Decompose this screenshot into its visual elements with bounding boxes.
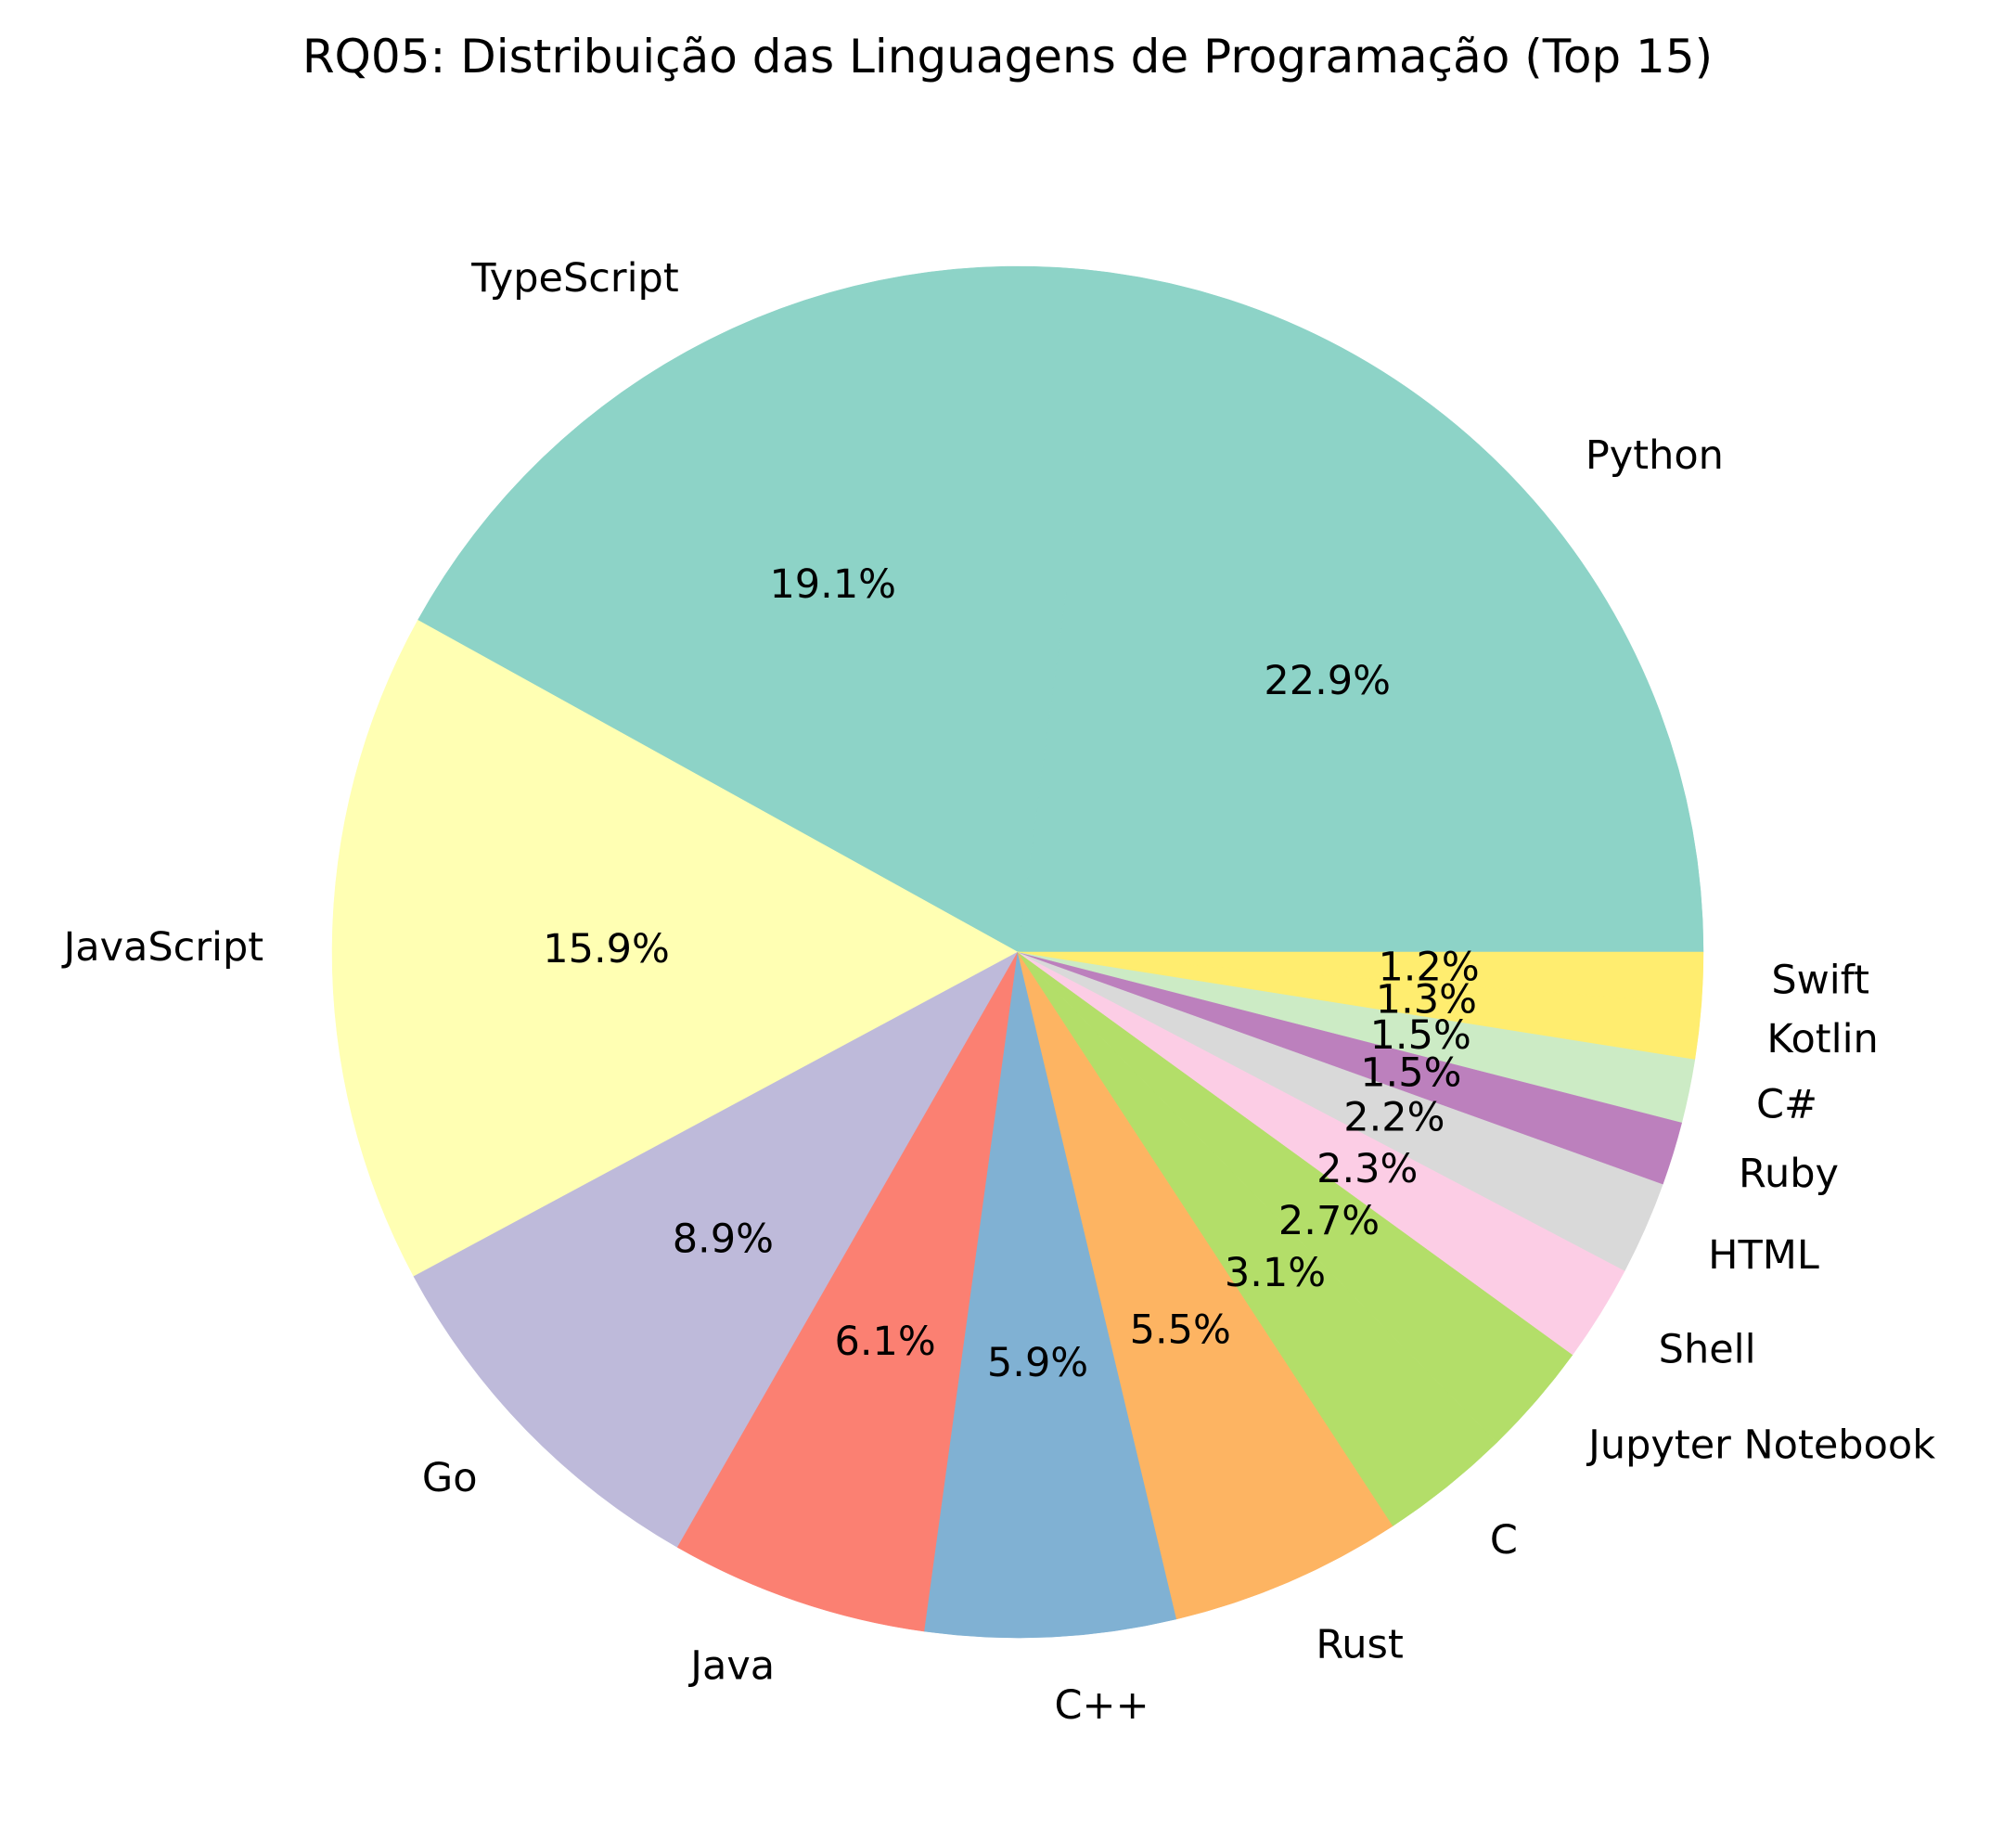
pie-slice-cplusplus — [924, 951, 1177, 1639]
slice-percent-swift: 1.2% — [1378, 945, 1479, 991]
labels-layer: Python TypeScript JavaScript Go Java C++ Rust C… — [61, 255, 1936, 1729]
slice-percent-python: 22.9% — [1264, 658, 1391, 704]
pie-slice-typescript — [417, 265, 1110, 953]
slice-percent-javascript: 15.9% — [543, 926, 670, 972]
slice-label-typescript: TypeScript — [470, 255, 678, 302]
slice-percent-rust: 5.5% — [1130, 1307, 1231, 1353]
slice-label-shell: Shell — [1659, 1327, 1756, 1373]
slice-label-swift: Swift — [1771, 958, 1869, 1004]
slice-label-cplusplus: C++ — [1055, 1682, 1149, 1729]
slice-percent-go: 8.9% — [673, 1216, 774, 1262]
pie-slice-go — [413, 951, 1019, 1548]
slice-label-rust: Rust — [1316, 1622, 1403, 1668]
pie-slice-java — [676, 951, 1019, 1632]
slice-label-kotlin: Kotlin — [1766, 1016, 1878, 1062]
slice-percent-csharp: 1.5% — [1370, 1012, 1471, 1059]
slice-label-csharp: C# — [1756, 1082, 1817, 1128]
slice-percent-kotlin: 1.3% — [1376, 976, 1477, 1023]
slice-label-jupyter-notebook: Jupyter Notebook — [1586, 1422, 1935, 1468]
slice-percent-shell: 2.3% — [1316, 1146, 1418, 1192]
percent-labels-layer: 22.9% 19.1% 15.9% 8.9% 6.1% 5.9% 5.5% 3.1% 2.7% 2… — [543, 561, 1479, 1386]
slice-label-python: Python — [1586, 432, 1724, 479]
pie-slice-swift — [1017, 951, 1704, 1004]
slice-percent-html: 2.2% — [1343, 1094, 1445, 1140]
slice-percent-ruby: 1.5% — [1360, 1049, 1461, 1096]
chart-title: RQ05: Distribuição das Linguagens de Pro… — [302, 30, 1713, 84]
slice-percent-c: 3.1% — [1225, 1250, 1326, 1296]
slices-layer — [331, 265, 1704, 1639]
slice-label-javascript: JavaScript — [61, 924, 264, 971]
pie-slice-rust — [1017, 951, 1393, 1620]
slice-percent-jupyter-notebook: 2.7% — [1278, 1198, 1380, 1244]
slice-percent-java: 6.1% — [835, 1319, 936, 1365]
slice-percent-typescript: 19.1% — [769, 561, 896, 608]
slice-label-ruby: Ruby — [1739, 1151, 1839, 1197]
pie-slice-python — [1017, 272, 1704, 953]
slice-label-c: C — [1490, 1517, 1518, 1564]
slice-label-html: HTML — [1708, 1232, 1819, 1279]
slice-percent-cplusplus: 5.9% — [987, 1340, 1088, 1386]
slice-label-go: Go — [422, 1455, 478, 1501]
pie-slice-javascript — [331, 619, 1019, 1277]
slice-label-java: Java — [687, 1643, 775, 1690]
